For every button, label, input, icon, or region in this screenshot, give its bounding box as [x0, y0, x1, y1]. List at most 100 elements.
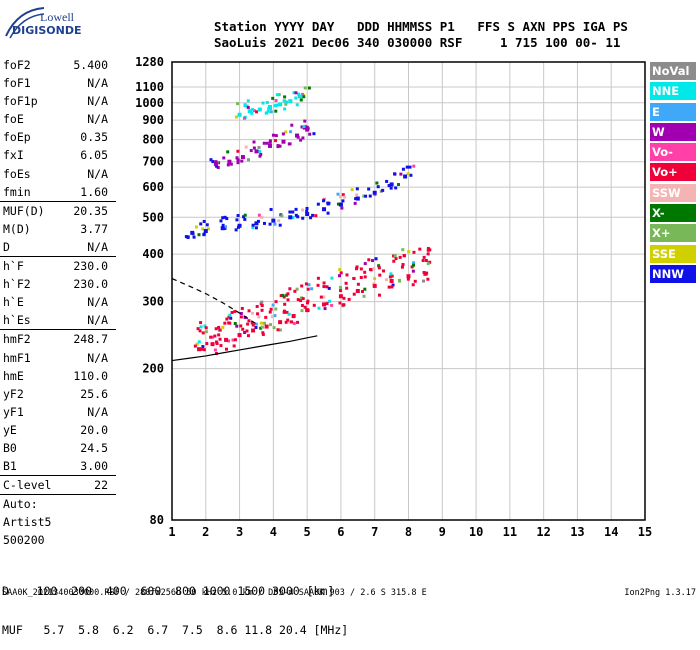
param-name: foEs [3, 166, 31, 181]
legend-item: Vo- [650, 143, 696, 162]
echo-point [289, 130, 293, 134]
echo-point [252, 109, 256, 113]
echo-point [339, 195, 343, 199]
trace-point [281, 139, 286, 144]
echo-point [367, 187, 371, 191]
param-value: 0.35 [80, 130, 108, 145]
echo-point [286, 298, 290, 302]
echo-point [372, 267, 376, 271]
echo-point [339, 289, 343, 293]
echo-point [394, 257, 398, 261]
echo-point [390, 285, 394, 289]
legend-item: Vo+ [650, 163, 696, 182]
echo-point [301, 208, 305, 212]
echo-point [327, 286, 331, 290]
echo-point [303, 86, 307, 90]
param-row: h`E N/A [0, 293, 116, 311]
trace-point [389, 278, 394, 283]
param-name: yF1 [3, 404, 24, 419]
param-value: N/A [87, 112, 108, 127]
echo-point [363, 270, 367, 274]
param-name: h`F2 [3, 277, 31, 292]
param-value: 230.0 [73, 277, 108, 292]
echo-point [268, 310, 272, 314]
echo-point [260, 308, 264, 312]
echo-point [259, 326, 263, 330]
trace-point [355, 196, 360, 201]
echo-point [258, 154, 262, 158]
param-name: yF2 [3, 386, 24, 401]
echo-point [246, 334, 250, 338]
param-name: foF1 [3, 76, 31, 91]
echo-point [316, 283, 320, 287]
echo-point [325, 302, 329, 306]
echo-point [343, 195, 347, 199]
x-tick-label: 13 [570, 525, 584, 539]
echo-point [384, 278, 388, 282]
ionogram-chart: 1 2 3 4 5 6 7 8 9 10 11 12 13 14 158020030040050060070… [135, 55, 652, 539]
echo-point [273, 314, 277, 318]
echo-point [200, 347, 204, 351]
echo-point [252, 146, 256, 150]
echo-point [426, 248, 430, 252]
param-name: MUF(D) [3, 203, 45, 218]
echo-point [409, 173, 413, 177]
echo-point [206, 227, 210, 231]
echo-point [411, 263, 415, 267]
echo-point [284, 102, 288, 106]
trace-point [322, 207, 327, 212]
echo-point [264, 111, 268, 115]
trace-point [291, 314, 296, 319]
trace-point [190, 230, 195, 235]
echo-point [421, 259, 425, 263]
echo-point [233, 338, 237, 342]
echo-point [254, 226, 258, 230]
echo-point [199, 325, 203, 329]
trace-point [257, 107, 262, 112]
trace-point [305, 127, 310, 132]
echo-point [243, 213, 247, 217]
echo-point [330, 276, 334, 280]
echo-point [250, 321, 254, 325]
param-name: hmE [3, 368, 24, 383]
y-tick-label: 800 [142, 133, 164, 147]
muf-line: MUF 5.7 5.8 6.2 6.7 7.5 8.6 11.8 20.4 [M… [2, 623, 349, 637]
echo-point [341, 193, 345, 197]
echo-point [219, 344, 223, 348]
echo-point [391, 283, 395, 287]
echo-point [239, 324, 243, 328]
echo-point [199, 222, 203, 226]
echo-point [205, 223, 209, 227]
echo-point [367, 258, 371, 262]
echo-point [213, 348, 217, 352]
echo-point [398, 255, 402, 259]
x-tick-label: 12 [536, 525, 550, 539]
param-row: hmE 110.0 [0, 367, 116, 385]
param-name: hmF2 [3, 332, 31, 347]
echo-point [338, 268, 342, 272]
echo-point [289, 320, 293, 324]
echo-point [330, 303, 334, 307]
echo-point [375, 181, 379, 185]
param-name: D [3, 239, 10, 254]
echo-point [411, 283, 415, 287]
echo-point [201, 227, 205, 231]
echo-point [235, 218, 239, 222]
echo-point [376, 185, 380, 189]
x-tick-label: 15 [638, 525, 652, 539]
trace-point [237, 333, 242, 338]
echo-point [377, 266, 381, 270]
echo-point [319, 295, 323, 299]
echo-point [302, 126, 306, 130]
echo-point [355, 265, 359, 269]
echo-point [341, 199, 345, 203]
echo-point [387, 285, 391, 289]
echo-point [201, 331, 205, 335]
parameter-panel: foF2 5.400 foF1 N/A foF1p N/A foE N/A foEp 0.35 fx… [0, 56, 116, 550]
trace-point [247, 109, 252, 114]
echo-point [294, 213, 298, 217]
header-line2: SaoLuis 2021 Dec06 340 030000 RSF 1 715 … [214, 35, 621, 50]
echo-point [312, 303, 316, 307]
echo-point [363, 275, 367, 279]
legend-item: NoVal [650, 62, 696, 80]
